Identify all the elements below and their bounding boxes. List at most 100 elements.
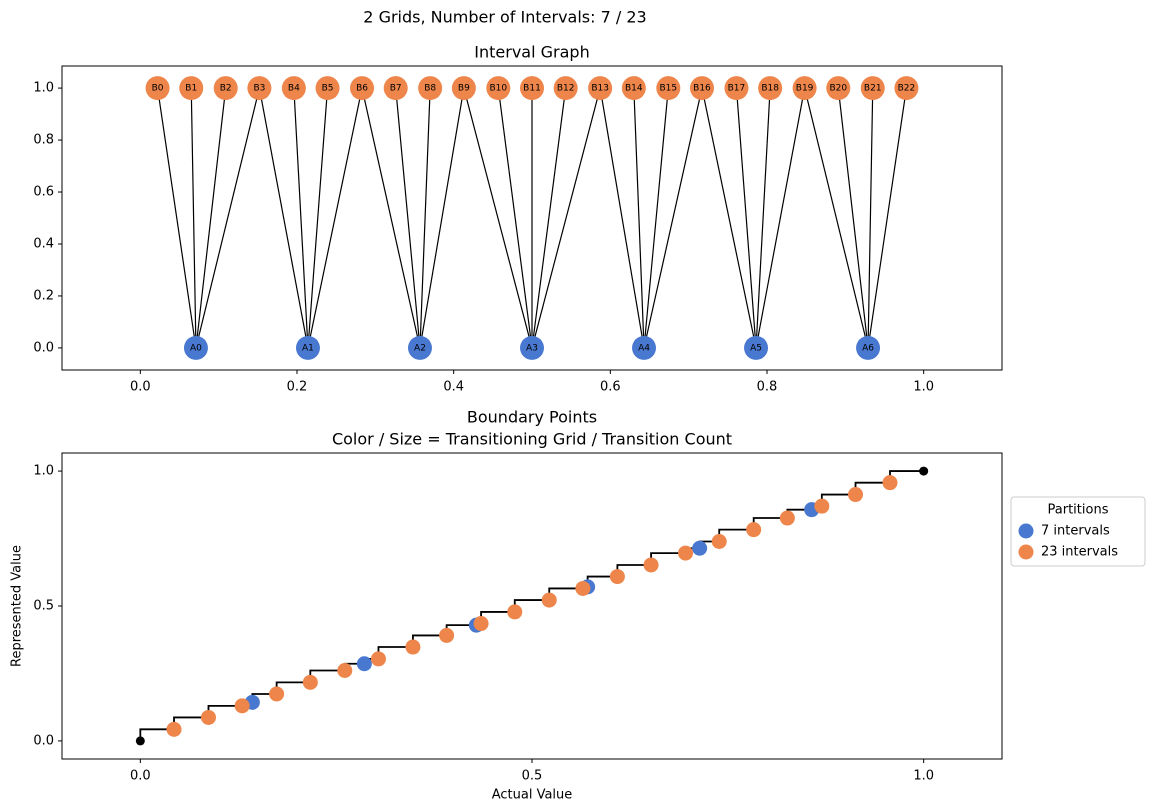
edge bbox=[643, 87, 703, 349]
node bbox=[860, 76, 885, 101]
edge bbox=[599, 87, 645, 349]
point bbox=[575, 580, 591, 596]
edge bbox=[419, 88, 431, 348]
point bbox=[507, 604, 523, 620]
node-label: B6 bbox=[356, 84, 368, 94]
node bbox=[744, 335, 769, 360]
node-label: B17 bbox=[728, 84, 746, 94]
y-tick-label: 0.6 bbox=[33, 185, 54, 200]
legend-box bbox=[1010, 496, 1146, 567]
y-tick-label: 0.8 bbox=[33, 133, 54, 148]
node-label: B21 bbox=[864, 84, 882, 94]
legend-label: 7 intervals bbox=[1041, 524, 1110, 539]
node-label: B8 bbox=[424, 84, 436, 94]
node-label: B2 bbox=[220, 84, 232, 94]
node bbox=[894, 76, 919, 101]
node bbox=[632, 335, 657, 360]
node-label: B1 bbox=[185, 84, 197, 94]
y-tick-label: 0.2 bbox=[33, 288, 54, 303]
point bbox=[473, 616, 489, 632]
node-label: B10 bbox=[489, 84, 507, 94]
node bbox=[520, 76, 544, 101]
node bbox=[315, 76, 340, 101]
node-label: A6 bbox=[862, 343, 874, 353]
point bbox=[609, 569, 625, 585]
node-label: B0 bbox=[152, 84, 164, 94]
edge bbox=[463, 87, 533, 349]
point bbox=[269, 686, 285, 702]
edge bbox=[190, 88, 197, 348]
endpoint bbox=[919, 466, 929, 476]
figure-title: 2 Grids, Number of Intervals: 7 / 23 bbox=[363, 8, 646, 27]
edge bbox=[531, 87, 601, 349]
edge bbox=[361, 87, 421, 349]
x-tick-label: 0.6 bbox=[600, 380, 621, 395]
point bbox=[692, 540, 708, 556]
node-label: A2 bbox=[414, 343, 426, 353]
point bbox=[814, 498, 830, 514]
edge bbox=[419, 87, 465, 349]
edge bbox=[755, 88, 771, 348]
edge bbox=[735, 88, 757, 348]
point bbox=[678, 545, 694, 561]
node-label: B19 bbox=[796, 84, 814, 94]
chart-subtitle: Color / Size = Transitioning Grid / Tran… bbox=[332, 430, 732, 449]
legend-title: Partitions bbox=[1048, 503, 1109, 518]
node bbox=[247, 76, 272, 101]
node-label: A4 bbox=[638, 343, 650, 353]
point bbox=[643, 557, 659, 573]
point bbox=[711, 534, 727, 550]
point bbox=[166, 721, 182, 737]
node bbox=[656, 76, 681, 101]
legend-marker bbox=[1018, 544, 1034, 560]
node bbox=[689, 76, 714, 101]
node-label: B9 bbox=[458, 84, 470, 94]
node-label: B7 bbox=[390, 84, 402, 94]
x-tick-label: 0.5 bbox=[522, 769, 543, 784]
edge bbox=[395, 88, 421, 348]
node-label: A0 bbox=[190, 343, 202, 353]
y-tick-label: 0.0 bbox=[33, 733, 54, 748]
point bbox=[882, 475, 898, 491]
edge bbox=[867, 87, 908, 349]
edge bbox=[497, 88, 533, 348]
edge bbox=[531, 88, 567, 348]
edge bbox=[293, 88, 309, 348]
chart-title: Interval Graph bbox=[474, 43, 589, 62]
y-tick-label: 1.0 bbox=[33, 81, 54, 96]
node-label: B22 bbox=[898, 84, 916, 94]
edge bbox=[258, 87, 309, 349]
edge bbox=[837, 88, 869, 348]
node bbox=[350, 76, 375, 101]
node bbox=[145, 76, 170, 101]
y-axis-label: Represented Value bbox=[10, 545, 25, 667]
node bbox=[213, 76, 238, 101]
node-label: B4 bbox=[288, 84, 300, 94]
edge bbox=[701, 87, 757, 349]
point bbox=[746, 522, 762, 538]
legend-label: 23 intervals bbox=[1041, 545, 1118, 560]
edge bbox=[755, 87, 806, 349]
node-label: B18 bbox=[761, 84, 779, 94]
node-label: B16 bbox=[693, 84, 711, 94]
point bbox=[848, 487, 864, 503]
node bbox=[281, 76, 306, 101]
node bbox=[826, 76, 851, 101]
edge bbox=[867, 88, 874, 348]
edge bbox=[643, 88, 669, 348]
node bbox=[383, 76, 408, 101]
node-label: B20 bbox=[829, 84, 847, 94]
node bbox=[792, 76, 817, 101]
node bbox=[486, 76, 511, 101]
node-label: B15 bbox=[659, 84, 677, 94]
node bbox=[553, 76, 578, 101]
node bbox=[621, 76, 646, 101]
node bbox=[724, 76, 749, 101]
node bbox=[179, 76, 204, 101]
x-tick-label: 0.0 bbox=[130, 380, 151, 395]
edge bbox=[804, 87, 869, 349]
node bbox=[295, 335, 320, 360]
node-label: B5 bbox=[322, 84, 334, 94]
point bbox=[405, 639, 421, 655]
